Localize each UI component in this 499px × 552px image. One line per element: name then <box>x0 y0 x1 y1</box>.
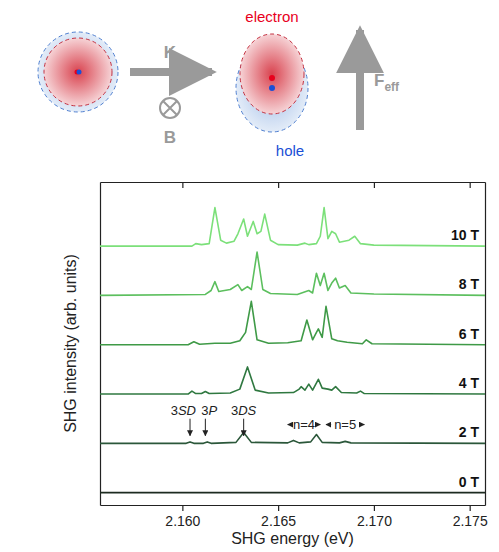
tick-mark <box>278 505 279 511</box>
spectrum-line <box>100 208 485 246</box>
series-label: 0 T <box>459 474 480 490</box>
tick-mark <box>182 182 183 188</box>
field-symbol: F <box>374 71 384 90</box>
annotation-arrow <box>288 424 290 425</box>
annotation-label: 3SD <box>171 403 196 418</box>
axis-line <box>485 183 486 506</box>
annotations: 3SD3P3DSn=4n=5 <box>171 403 365 436</box>
series-label: 2 T <box>459 424 480 440</box>
series-label: 4 T <box>459 375 480 391</box>
b-cross <box>163 101 177 115</box>
b-symbol <box>160 98 180 118</box>
annotation-arrow <box>359 424 364 425</box>
plot-lines <box>100 208 485 493</box>
annotation-arrow <box>243 419 244 436</box>
annotation-arrow <box>205 419 206 436</box>
annotation-part: 3 <box>231 403 238 418</box>
tick: 2.170 <box>357 505 392 529</box>
x-axis-title: SHG energy (eV) <box>231 530 354 547</box>
spectrum-line <box>100 433 485 444</box>
spectrum-line <box>100 301 485 344</box>
b-label: B <box>164 128 176 147</box>
tick: 2.165 <box>261 505 296 529</box>
series-label: 6 T <box>459 326 480 342</box>
hole-label: hole <box>276 142 304 159</box>
spectrum-line <box>100 252 485 295</box>
y-axis-title: SHG intensity (arb. units) <box>62 254 79 433</box>
hole-cloud <box>38 32 118 112</box>
tick-mark <box>470 182 471 188</box>
tick-mark <box>374 182 375 188</box>
annotation-arrow <box>318 424 320 425</box>
series-label: 8 T <box>459 276 480 292</box>
annotation-label: 3P <box>201 403 217 418</box>
annotation-part: 3 <box>171 403 178 418</box>
tick <box>470 182 471 188</box>
hole-dot <box>269 85 275 91</box>
tick <box>278 182 279 188</box>
spectrum-line <box>100 492 485 494</box>
tick-mark <box>182 505 183 511</box>
tick-label: 2.160 <box>165 513 200 529</box>
x-axis-top <box>101 182 486 188</box>
field-arrow <box>356 30 364 130</box>
tick-label: 2.165 <box>261 513 296 529</box>
tick <box>182 182 183 188</box>
tick-mark <box>470 505 471 511</box>
annotation-arrow <box>190 419 191 436</box>
annotation-arrow <box>326 424 331 425</box>
annotation-label: n=5 <box>334 417 356 432</box>
axis-line <box>101 505 486 506</box>
electron-cloud <box>44 38 112 106</box>
y-axis-right <box>485 183 486 506</box>
annotation-part: DS <box>238 403 256 418</box>
annotation-part: P <box>209 403 218 418</box>
annotation-part: SD <box>178 403 196 418</box>
k-label: K <box>164 43 177 62</box>
electron-dot <box>269 75 275 81</box>
spectrum-line <box>100 367 485 394</box>
field-subscript: eff <box>384 80 400 94</box>
axis-line <box>101 182 486 183</box>
figure: K Belectron hole Feff 2.160 2.165 2.170 2.175 SH… <box>0 0 499 552</box>
tick-label: 2.170 <box>357 513 392 529</box>
annotation-label: n=4 <box>293 417 315 432</box>
tick-mark <box>278 182 279 188</box>
k-arrow <box>130 68 212 76</box>
tick: 2.160 <box>165 505 200 529</box>
annotation-label: 3DS <box>231 403 257 418</box>
tick <box>374 182 375 188</box>
x-axis: 2.160 2.165 2.170 2.175 <box>101 505 488 529</box>
electron-label: electron <box>245 8 298 25</box>
annotation-part: 3 <box>201 403 208 418</box>
tick-mark <box>374 505 375 511</box>
tick: 2.175 <box>453 505 488 529</box>
series-label: 10 T <box>451 227 479 243</box>
diagram: K Belectron hole Feff <box>38 8 400 159</box>
field-label: Feff <box>374 71 400 94</box>
tick-label: 2.175 <box>453 513 488 529</box>
electron-cloud <box>240 34 304 114</box>
hole-dot <box>77 70 82 75</box>
